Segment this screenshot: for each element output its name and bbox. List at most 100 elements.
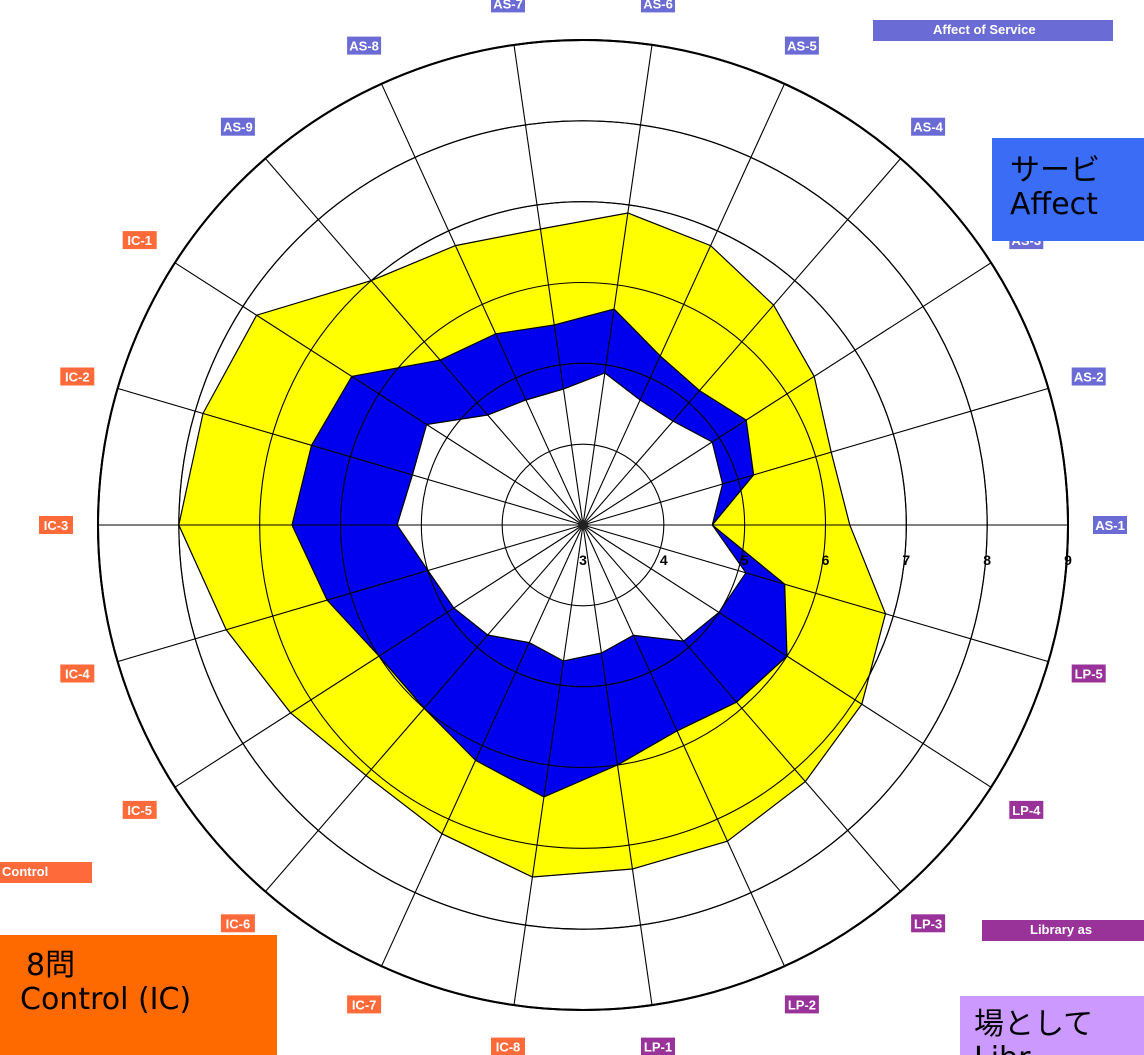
spoke-LP-4 bbox=[582, 524, 992, 788]
callout-affect-of-service: サービ Affect bbox=[992, 138, 1144, 241]
axis-label-text: IC-7 bbox=[352, 997, 377, 1012]
tick-label: 9 bbox=[1064, 552, 1072, 568]
spoke-AS-2 bbox=[582, 387, 1049, 526]
axis-label-IC-5: IC-5 bbox=[122, 800, 157, 819]
axis-label-box bbox=[1093, 516, 1127, 534]
callout-library-as-place: 場として Libr bbox=[960, 996, 1144, 1055]
tick-label: 5 bbox=[741, 552, 749, 568]
axis-label-box bbox=[60, 664, 95, 683]
radar-bands bbox=[178, 212, 887, 878]
axis-label-box bbox=[491, 1037, 525, 1055]
spoke-IC-2 bbox=[117, 387, 584, 526]
axis-label-text: LP-1 bbox=[644, 1040, 672, 1055]
axis-label-text: IC-2 bbox=[65, 370, 90, 385]
tick-label: 8 bbox=[983, 552, 991, 568]
axis-label-text: IC-1 bbox=[127, 233, 152, 248]
axis-label-box bbox=[220, 117, 255, 136]
axis-label-text: AS-2 bbox=[1074, 370, 1104, 385]
axis-label-text: AS-5 bbox=[787, 39, 817, 54]
spoke-IC-8 bbox=[513, 524, 584, 1006]
axis-label-IC-6: IC-6 bbox=[220, 914, 255, 933]
dimension-label-information-control: Control bbox=[0, 862, 92, 883]
callout-as-line2: Affect bbox=[1010, 187, 1098, 222]
axis-label-box bbox=[641, 0, 675, 13]
callout-as-line1: サービ bbox=[1010, 153, 1100, 188]
axis-label-AS-9: AS-9 bbox=[220, 117, 255, 136]
spoke-AS-8 bbox=[380, 83, 584, 526]
spoke-AS-6 bbox=[582, 44, 653, 526]
axis-label-LP-5: LP-5 bbox=[1071, 664, 1106, 683]
axis-label-AS-5: AS-5 bbox=[784, 36, 819, 55]
axis-label-text: AS-4 bbox=[913, 120, 943, 135]
axis-label-text: LP-5 bbox=[1075, 667, 1103, 682]
axis-label-box bbox=[641, 1037, 675, 1055]
axis-label-box bbox=[122, 231, 157, 250]
axis-label-AS-1: AS-1 bbox=[1093, 516, 1127, 534]
axis-label-text: AS-1 bbox=[1095, 518, 1125, 533]
axis-label-text: IC-8 bbox=[496, 1040, 521, 1055]
spoke-LP-2 bbox=[582, 524, 786, 967]
axis-label-text: IC-3 bbox=[44, 518, 69, 533]
callout-lp-line1: 場として bbox=[974, 1007, 1094, 1042]
tick-label: 6 bbox=[822, 552, 830, 568]
axis-label-text: LP-2 bbox=[788, 997, 816, 1012]
spoke-AS-9 bbox=[264, 158, 584, 526]
spoke-AS-5 bbox=[582, 83, 786, 526]
axis-label-IC-3: IC-3 bbox=[39, 516, 73, 534]
center-dot bbox=[578, 520, 588, 530]
axis-label-box bbox=[347, 36, 382, 55]
axis-label-box bbox=[911, 117, 946, 136]
axis-label-AS-8: AS-8 bbox=[347, 36, 382, 55]
spoke-IC-5 bbox=[174, 524, 584, 788]
axis-label-AS-7: AS-7 bbox=[491, 0, 525, 13]
spoke-AS-7 bbox=[513, 44, 584, 526]
axis-label-text: IC-4 bbox=[65, 667, 90, 682]
spoke-IC-6 bbox=[264, 524, 584, 892]
axis-label-box bbox=[784, 36, 819, 55]
tick-label: 3 bbox=[579, 552, 587, 568]
axis-label-IC-8: IC-8 bbox=[491, 1037, 525, 1055]
axis-label-text: IC-6 bbox=[226, 916, 251, 931]
callout-information-control: 8問 Control (IC) bbox=[0, 935, 277, 1055]
axis-label-box bbox=[784, 995, 819, 1014]
axis-label-box bbox=[347, 995, 382, 1014]
axis-label-box bbox=[1071, 664, 1106, 683]
axis-label-text: LP-4 bbox=[1012, 803, 1041, 818]
axis-labels: AS-1AS-2AS-3AS-4AS-5AS-6AS-7AS-8AS-9IC-1… bbox=[39, 0, 1127, 1055]
spoke-IC-1 bbox=[174, 262, 584, 526]
axis-label-LP-1: LP-1 bbox=[641, 1037, 675, 1055]
callout-lp-line2: Libr bbox=[974, 1042, 1144, 1055]
spoke-LP-5 bbox=[582, 524, 1049, 663]
callout-ic-line1: 8問 bbox=[26, 948, 76, 983]
axis-label-IC-2: IC-2 bbox=[60, 367, 95, 386]
axis-label-text: IC-5 bbox=[127, 803, 152, 818]
axis-label-box bbox=[220, 914, 255, 933]
axis-label-AS-2: AS-2 bbox=[1071, 367, 1106, 386]
spoke-LP-1 bbox=[582, 524, 653, 1006]
dimension-label-library-as-place: Library as bbox=[982, 920, 1144, 941]
dimension-label-affect-of-service: Affect of Service bbox=[873, 20, 1113, 41]
axis-label-IC-1: IC-1 bbox=[122, 231, 157, 250]
axis-label-text: LP-3 bbox=[914, 916, 942, 931]
axis-label-box bbox=[1071, 367, 1106, 386]
axis-label-box bbox=[911, 914, 946, 933]
axis-label-box bbox=[122, 800, 157, 819]
axis-label-box bbox=[491, 0, 525, 13]
spoke-IC-4 bbox=[117, 524, 584, 663]
axis-label-IC-7: IC-7 bbox=[347, 995, 382, 1014]
spoke-LP-3 bbox=[582, 524, 902, 892]
spoke-AS-4 bbox=[582, 158, 902, 526]
axis-label-IC-4: IC-4 bbox=[60, 664, 95, 683]
axis-label-text: AS-7 bbox=[493, 0, 523, 11]
axis-label-text: AS-6 bbox=[643, 0, 673, 11]
axis-label-LP-3: LP-3 bbox=[911, 914, 946, 933]
axis-label-AS-4: AS-4 bbox=[911, 117, 946, 136]
axis-label-text: AS-9 bbox=[223, 120, 253, 135]
tick-label: 4 bbox=[660, 552, 668, 568]
spoke-AS-3 bbox=[582, 262, 992, 526]
axis-label-box bbox=[60, 367, 95, 386]
tick-label: 7 bbox=[902, 552, 910, 568]
axis-label-box bbox=[1009, 800, 1044, 819]
callout-ic-line2: Control (IC) bbox=[20, 982, 192, 1017]
